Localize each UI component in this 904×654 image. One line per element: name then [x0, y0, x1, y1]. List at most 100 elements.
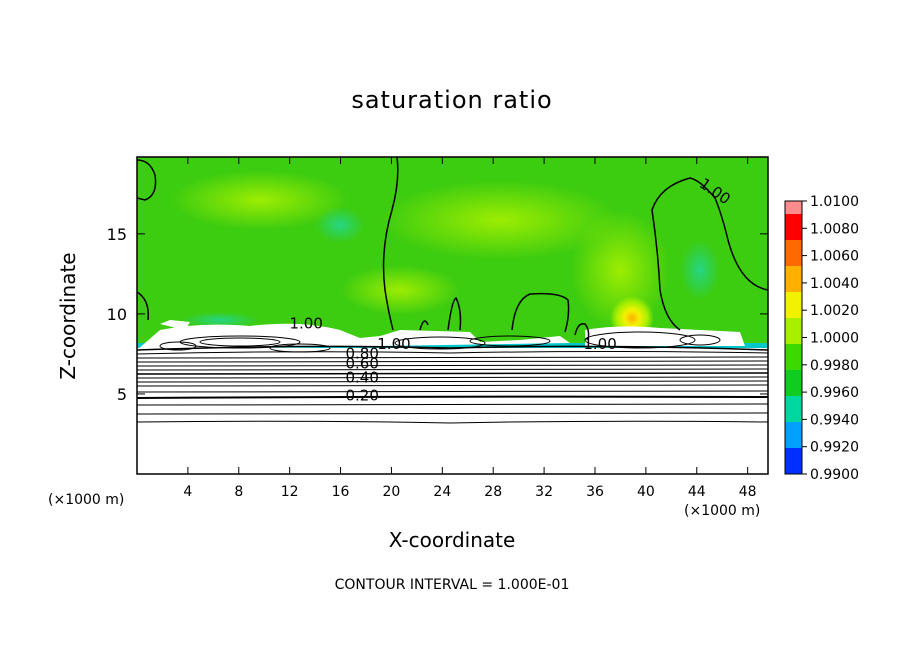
contour-line [137, 372, 768, 375]
contour-line [159, 341, 197, 351]
colorbar-label: 1.0000 [810, 331, 859, 347]
colorbar-band [785, 318, 802, 344]
contour-line [651, 177, 768, 331]
field-patch [315, 207, 365, 243]
field-patch [680, 240, 720, 300]
field-patch [340, 265, 460, 315]
colorbar-label: 1.0080 [810, 221, 859, 237]
x-axis-label: X-coordinate [388, 528, 516, 552]
plot-frame [136, 156, 769, 475]
colorbar-band [785, 292, 802, 318]
contour-line [584, 331, 696, 349]
field-lower-white [137, 348, 768, 474]
contour-label: 0.20 [345, 386, 378, 404]
contour-line [447, 296, 462, 331]
colorbar-label: 1.0020 [810, 303, 859, 319]
x-tick-label: 32 [535, 484, 553, 500]
field-patch [380, 180, 620, 260]
contour-line [137, 291, 150, 321]
contour-line [394, 336, 486, 350]
field-patch [570, 210, 670, 330]
contour-line [137, 395, 768, 399]
field-white-pocket [137, 323, 570, 350]
contour-line [137, 420, 768, 424]
colorbar-band [785, 344, 802, 370]
x-tick-label: 12 [281, 484, 299, 500]
contour-line [382, 157, 399, 331]
contour-label-text: 0.40 [345, 369, 378, 387]
contour-line [137, 360, 768, 363]
field-patch [180, 312, 260, 328]
contour-line [511, 292, 570, 333]
contour-line [137, 356, 768, 359]
contour-line [469, 335, 551, 347]
x-tick-label: 36 [586, 484, 604, 500]
contour-label: 1.00 [377, 335, 410, 353]
plot-field [137, 157, 768, 474]
contour-label: 0.60 [345, 354, 378, 372]
contour-line [419, 320, 429, 331]
contour-line [679, 334, 721, 346]
colorbar-label: 0.9920 [810, 440, 859, 456]
contour-label: 0.80 [345, 345, 378, 363]
field-white-pocket [585, 326, 745, 346]
colorbar-label: 1.0040 [810, 276, 859, 292]
x-tick-label: 20 [383, 484, 401, 500]
x-tick-label: 24 [433, 484, 451, 500]
colorbar-label: 0.9960 [810, 385, 859, 401]
contour-label-text: 0.20 [345, 386, 378, 404]
chart-title: saturation ratio [351, 86, 553, 114]
field-white-pocket [160, 320, 190, 330]
contour-line [137, 403, 768, 406]
x-tick-label: 8 [234, 484, 243, 500]
colorbar-band [785, 240, 802, 266]
contour-label-text: 0.80 [345, 345, 378, 363]
contour-label: 1.00 [289, 314, 322, 332]
y-tick-label: 10 [107, 305, 127, 324]
colorbar-label: 1.0100 [810, 194, 859, 210]
x-unit-right: (×1000 m) [684, 503, 761, 519]
contour-line [137, 368, 768, 371]
x-tick-label: 4 [183, 484, 192, 500]
y-ticks: 5 10 15 [107, 225, 768, 404]
contour-line [137, 345, 768, 351]
contour-line [137, 380, 768, 383]
contour-label-text: 1.00 [377, 335, 410, 353]
colorbar-band [785, 266, 802, 292]
contour-label-text: 0.60 [345, 354, 378, 372]
contour-line [137, 384, 768, 387]
contour-line [199, 337, 281, 347]
x-tick-label: 28 [484, 484, 502, 500]
contour-line [137, 351, 768, 355]
colorbar-band [785, 214, 802, 240]
contour-line [137, 412, 768, 415]
colorbar-label: 0.9980 [810, 358, 859, 374]
contour-line [137, 376, 768, 379]
y-tick-label: 15 [107, 225, 127, 244]
contour-label-text: 1.00 [289, 314, 322, 332]
x-ticks: 4 8 12 16 20 24 28 32 36 40 44 48 [183, 157, 757, 500]
colorbar-band [785, 370, 802, 396]
contour-label: 0.40 [345, 369, 378, 387]
y-tick-label: 5 [117, 385, 127, 404]
colorbar-label: 0.9900 [810, 467, 859, 483]
colorbar: 1.0100 1.0080 1.0060 1.0040 1.0020 1.0000 0.99… [784, 194, 859, 483]
contour-label-text: 1.00 [583, 335, 616, 353]
colorbar-band [785, 448, 802, 474]
colorbar-label: 1.0060 [810, 249, 859, 265]
contour-line [137, 364, 768, 367]
x-tick-label: 16 [332, 484, 350, 500]
contour-labels: 1.001.001.00 1.000.800.600.400.20 [289, 174, 733, 404]
x-tick-label: 48 [739, 484, 757, 500]
colorbar-band [785, 422, 802, 448]
colorbar-label: 0.9940 [810, 412, 859, 428]
contour-interval-note: CONTOUR INTERVAL = 1.000E-01 [334, 577, 570, 593]
contour-line [137, 390, 768, 393]
colorbar-band [785, 396, 802, 422]
contour-line [137, 159, 157, 201]
x-tick-label: 44 [688, 484, 706, 500]
x-tick-label: 40 [637, 484, 655, 500]
colorbar-band [785, 201, 802, 214]
field-cyan-band [137, 343, 768, 348]
